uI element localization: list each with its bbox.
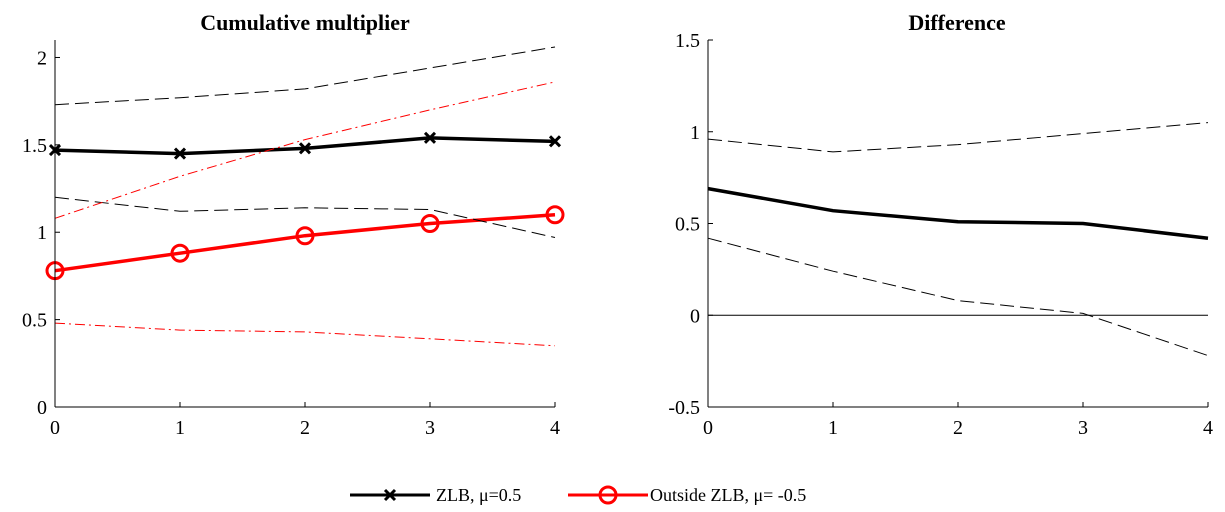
- y-tick-label: 1.5: [22, 135, 47, 157]
- axes: 0 1 2 3 4 0 0.5 1 1.5 2: [22, 40, 560, 439]
- legend-marker: [383, 488, 397, 502]
- series-line: [54, 213, 556, 273]
- confidence-band-line: [707, 237, 1209, 357]
- confidence-band-line: [707, 122, 1209, 153]
- confidence-band-line: [54, 322, 556, 347]
- axes: 0 1 2 3 4-0.500.511.5: [668, 30, 1213, 439]
- legend-label: Outside ZLB, μ= -0.5: [650, 485, 806, 505]
- y-tick-label: 0.5: [22, 310, 47, 332]
- y-tick-label: 1: [690, 122, 700, 144]
- y-tick-label: 0: [37, 397, 47, 419]
- confidence-band-line: [54, 81, 556, 219]
- x-tick-label: 3: [1078, 417, 1088, 439]
- x-tick-label: 1: [828, 417, 838, 439]
- y-tick-label: 1: [37, 222, 47, 244]
- legend-marker: [598, 485, 618, 505]
- plot-marks: [45, 46, 565, 347]
- x-tick-label: 4: [550, 417, 560, 439]
- x-tick-label: 3: [425, 417, 435, 439]
- series-line: [707, 186, 1209, 240]
- chart-title: Difference: [908, 10, 1006, 35]
- data-point-marker: [170, 243, 190, 263]
- y-tick-label: 1.5: [675, 30, 700, 52]
- x-tick-label: 2: [300, 417, 310, 439]
- data-point-marker: [173, 147, 187, 160]
- chart-title: Cumulative multiplier: [200, 10, 410, 35]
- confidence-band-line: [54, 46, 556, 106]
- panel-difference: Difference 0 1 2 3 4-0.500.511.5: [668, 10, 1213, 439]
- y-tick-label: 2: [37, 47, 47, 69]
- data-point-marker: [423, 131, 437, 144]
- legend-label: ZLB, μ=0.5: [436, 485, 521, 505]
- x-tick-label: 4: [1203, 417, 1213, 439]
- y-tick-label: 0.5: [675, 214, 700, 236]
- data-point-marker: [548, 135, 562, 148]
- legend: ZLB, μ=0.5 Outside ZLB, μ= -0.5: [350, 485, 806, 505]
- y-tick-label: -0.5: [668, 397, 700, 419]
- confidence-band-line: [54, 196, 556, 238]
- panel-cumulative-multiplier: Cumulative multiplier 0 1 2 3 4 0 0.5 1 1.5 2: [22, 10, 565, 439]
- x-tick-label: 1: [175, 417, 185, 439]
- plot-marks: [707, 122, 1209, 357]
- x-tick-label: 0: [50, 417, 60, 439]
- x-tick-label: 0: [703, 417, 713, 439]
- series-line: [54, 136, 556, 156]
- data-point-marker: [545, 205, 565, 225]
- x-tick-label: 2: [953, 417, 963, 439]
- data-point-marker: [420, 214, 440, 233]
- data-point-marker: [298, 142, 312, 155]
- y-tick-label: 0: [690, 305, 700, 327]
- data-point-marker: [295, 226, 315, 246]
